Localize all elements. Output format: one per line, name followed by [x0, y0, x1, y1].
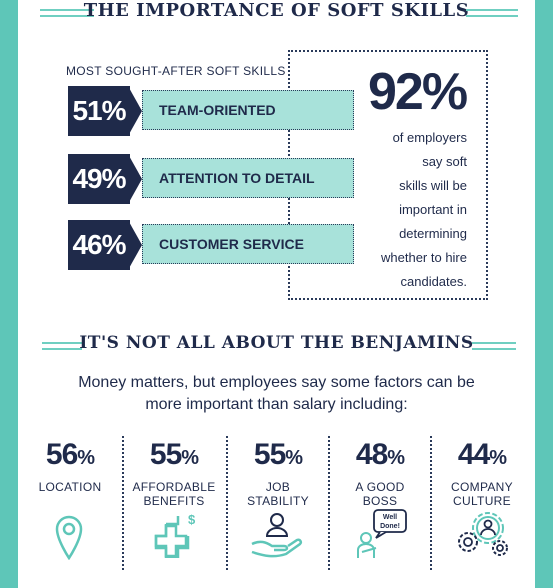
callout-line: important in	[399, 202, 467, 217]
skill-row: 49% ATTENTION TO DETAIL	[68, 154, 358, 204]
factor-label: A GOOD BOSS	[355, 480, 405, 508]
skill-percent: 49%	[68, 154, 130, 204]
title-rule-right	[472, 342, 516, 350]
factor-label: LOCATION	[38, 480, 102, 494]
title-rule-right	[466, 9, 518, 17]
column-divider	[122, 436, 124, 570]
callout-line: of employers	[392, 130, 467, 145]
skill-percent: 46%	[68, 220, 130, 270]
factor-stat: 48% A GOOD BOSS	[328, 438, 432, 508]
well-done-boss-icon: Well Done!	[357, 509, 407, 558]
arrow-shape	[128, 220, 142, 270]
factor-value: 48%	[355, 438, 405, 471]
skill-percent: 51%	[68, 86, 130, 136]
column-divider	[226, 436, 228, 570]
callout-line: whether to hire	[381, 250, 467, 265]
skill-label: TEAM-ORIENTED	[142, 90, 354, 130]
callout-line: say soft	[422, 154, 467, 169]
callout-text: of employers say soft skills will be imp…	[307, 126, 467, 294]
callout-line: skills will be	[399, 178, 467, 193]
intro-text: Money matters, but employees say some fa…	[18, 372, 535, 416]
skill-label: ATTENTION TO DETAIL	[142, 158, 354, 198]
skills-subtitle: MOST SOUGHT-AFTER SOFT SKILLS	[66, 64, 286, 78]
section-title-soft-skills: THE IMPORTANCE OF SOFT SKILLS	[83, 0, 470, 21]
section-title-benjamins: IT'S NOT ALL ABOUT THE BENJAMINS	[79, 333, 474, 353]
title-rule-left	[42, 342, 82, 350]
svg-text:$: $	[188, 512, 196, 527]
factor-stat: 55% AFFORDABLE BENEFITS	[122, 438, 226, 508]
medical-cross-dollar-icon: $	[154, 512, 196, 558]
intro-line: more important than salary including:	[145, 396, 408, 413]
factor-value: 55%	[253, 438, 303, 471]
intro-line: Money matters, but employees say some fa…	[78, 374, 475, 391]
location-pin-icon	[55, 515, 83, 560]
factor-value: 56%	[45, 438, 95, 471]
column-divider	[430, 436, 432, 570]
skill-row: 51% TEAM-ORIENTED	[68, 86, 358, 136]
factor-value: 55%	[149, 438, 199, 471]
factor-label: COMPANY CULTURE	[451, 480, 513, 508]
factor-label: AFFORDABLE BENEFITS	[132, 480, 216, 508]
infographic-card: THE IMPORTANCE OF SOFT SKILLS MOST SOUGH…	[18, 0, 535, 588]
bubble-text-line: Well	[383, 514, 397, 521]
factor-value: 44%	[457, 438, 507, 471]
title-rule-left	[40, 9, 94, 17]
arrow-shape	[128, 154, 142, 204]
factor-stat: 56% LOCATION	[18, 438, 122, 494]
factor-stat: 44% COMPANY CULTURE	[430, 438, 534, 508]
callout-line: determining	[399, 226, 467, 241]
hand-holding-person-icon	[251, 513, 303, 558]
bubble-text-line: Done!	[380, 523, 400, 530]
skill-row: 46% CUSTOMER SERVICE	[68, 220, 358, 270]
skill-label: CUSTOMER SERVICE	[142, 224, 354, 264]
factor-stat: 55% JOB STABILITY	[226, 438, 330, 508]
callout-big-stat: 92%	[368, 63, 468, 121]
gears-person-icon	[458, 512, 508, 556]
column-divider	[328, 436, 330, 570]
arrow-shape	[128, 86, 142, 136]
factor-label: JOB STABILITY	[247, 480, 309, 508]
callout-line: candidates.	[400, 274, 468, 289]
